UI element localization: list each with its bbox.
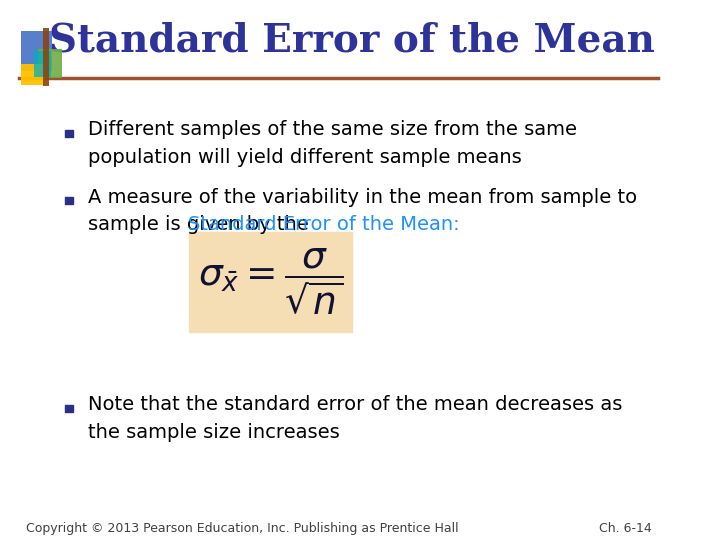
FancyBboxPatch shape [65,197,73,204]
Text: sample is given by the: sample is given by the [88,215,315,234]
Text: Note that the standard error of the mean decreases as: Note that the standard error of the mean… [88,395,622,415]
Text: population will yield different sample means: population will yield different sample m… [88,147,521,167]
Text: Standard Error of the Mean: Standard Error of the Mean [49,22,654,59]
FancyBboxPatch shape [65,130,73,137]
FancyBboxPatch shape [189,232,352,332]
FancyBboxPatch shape [37,49,63,78]
Text: Different samples of the same size from the same: Different samples of the same size from … [88,120,577,139]
Text: Copyright © 2013 Pearson Education, Inc. Publishing as Prentice Hall: Copyright © 2013 Pearson Education, Inc.… [26,522,459,535]
FancyBboxPatch shape [21,64,45,85]
Text: $\sigma_{\bar{x}} = \dfrac{\sigma}{\sqrt{n}}$: $\sigma_{\bar{x}} = \dfrac{\sigma}{\sqrt… [197,247,343,318]
Text: Ch. 6-14: Ch. 6-14 [599,522,652,535]
FancyBboxPatch shape [65,405,73,412]
FancyBboxPatch shape [43,28,49,86]
Text: the sample size increases: the sample size increases [88,423,340,442]
FancyBboxPatch shape [35,51,50,77]
Text: A measure of the variability in the mean from sample to: A measure of the variability in the mean… [88,187,637,207]
Text: Standard Error of the Mean:: Standard Error of the Mean: [188,215,460,234]
FancyBboxPatch shape [21,31,52,71]
